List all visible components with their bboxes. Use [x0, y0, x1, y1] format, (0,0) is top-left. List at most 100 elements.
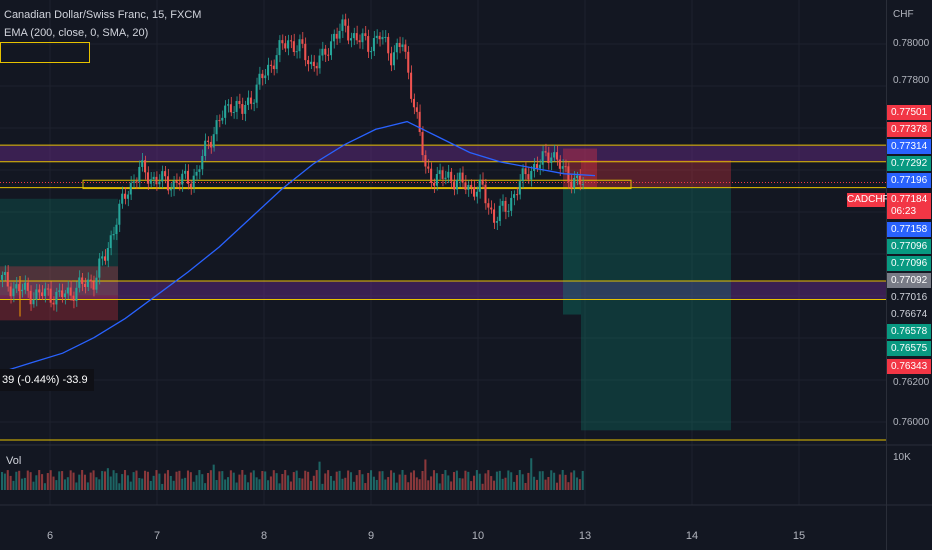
- price-tag: 0.77501: [887, 105, 931, 120]
- candle-body: [444, 177, 447, 179]
- candle-body: [530, 170, 533, 180]
- volume-bar: [258, 479, 261, 490]
- candle-body: [455, 179, 458, 190]
- volume-bar: [464, 470, 467, 490]
- candle-body: [427, 166, 430, 169]
- candle-body: [46, 288, 49, 290]
- candle-body: [324, 48, 327, 55]
- candle-body: [447, 171, 450, 178]
- drawing-rectangle[interactable]: [0, 42, 90, 63]
- candle-body: [418, 111, 421, 133]
- candle-body: [395, 42, 398, 53]
- candle-body: [58, 290, 61, 292]
- volume-bar: [484, 473, 487, 490]
- candle-body: [152, 176, 155, 180]
- candle-body: [478, 179, 481, 192]
- price-scale[interactable]: [886, 0, 932, 550]
- candle-body: [35, 289, 38, 300]
- candle-body: [527, 174, 530, 180]
- candle-body: [178, 182, 181, 185]
- volume-bar: [78, 474, 81, 490]
- candle-body: [327, 54, 330, 56]
- candle-body: [238, 101, 241, 105]
- volume-bar: [172, 480, 175, 490]
- candle-body: [461, 172, 464, 183]
- candle-body: [341, 19, 344, 31]
- volume-bar: [235, 482, 238, 490]
- volume-bar: [287, 475, 290, 490]
- volume-bar: [513, 481, 516, 490]
- volume-bar: [392, 472, 395, 490]
- volume-bar: [364, 483, 367, 490]
- volume-bar: [18, 470, 21, 490]
- candle-body: [63, 293, 66, 298]
- candle-body: [344, 19, 347, 26]
- candle-body: [352, 33, 355, 39]
- volume-bar: [241, 470, 244, 490]
- candle-body: [307, 60, 310, 65]
- candle-body: [146, 172, 149, 184]
- candle-body: [432, 182, 436, 186]
- volume-bar: [518, 470, 521, 490]
- volume-bar: [347, 470, 350, 490]
- ema-indicator-label[interactable]: EMA (200, close, 0, SMA, 20): [4, 27, 149, 39]
- volume-bar: [315, 470, 318, 490]
- volume-bar: [101, 471, 104, 490]
- candle-body: [264, 75, 267, 79]
- ema-line: [0, 120, 596, 374]
- volume-bar: [298, 478, 301, 490]
- price-label: 0.76000: [893, 417, 930, 428]
- candle-body: [484, 184, 487, 204]
- candle-body: [298, 39, 301, 52]
- symbol-title[interactable]: Canadian Dollar/Swiss Franc, 15, FXCM: [4, 9, 202, 21]
- volume-bar: [15, 471, 18, 490]
- candle-body: [318, 55, 321, 69]
- volume-bar: [344, 477, 347, 490]
- candle-body: [41, 292, 44, 297]
- volume-bar: [558, 474, 561, 490]
- volume-bars: [1, 458, 584, 490]
- candle-body: [490, 207, 493, 210]
- candle-body: [349, 38, 353, 41]
- demand-zone: [0, 280, 886, 300]
- volume-bar: [533, 476, 536, 490]
- volume-bar: [493, 480, 496, 490]
- volume-bar: [23, 477, 26, 490]
- volume-bar: [178, 470, 181, 490]
- volume-bar: [6, 470, 9, 490]
- candle-body: [241, 104, 244, 114]
- candle-body: [55, 291, 58, 305]
- candle-body: [495, 221, 498, 223]
- candle-body: [61, 290, 64, 298]
- candle-body: [464, 182, 467, 190]
- candle-body: [43, 288, 46, 297]
- volume-bar: [467, 471, 470, 490]
- candle-body: [292, 41, 295, 52]
- short-stop-box-b: [581, 160, 731, 188]
- candle-body: [430, 168, 433, 183]
- volume-bar: [444, 470, 447, 490]
- candle-body: [361, 33, 364, 43]
- candle-body: [561, 166, 564, 169]
- candle-body: [415, 107, 418, 112]
- price-tag: 0.77016: [887, 290, 931, 305]
- volume-bar: [573, 470, 576, 490]
- candle-body: [158, 181, 161, 185]
- volume-bar: [184, 477, 187, 490]
- volume-title: Vol: [6, 455, 22, 467]
- volume-bar: [43, 483, 46, 490]
- volume-bar: [89, 472, 92, 490]
- candle-body: [101, 256, 104, 259]
- candle-body: [550, 157, 553, 164]
- volume-bar: [175, 471, 178, 490]
- candle-body: [49, 288, 52, 303]
- time-label: 6: [46, 530, 54, 542]
- volume-bar: [46, 473, 49, 490]
- candle-body: [372, 38, 375, 52]
- candle-body: [66, 287, 69, 294]
- volume-bar: [83, 474, 87, 490]
- candle-body: [72, 295, 75, 301]
- candle-body: [124, 193, 127, 199]
- volume-bar: [398, 474, 401, 490]
